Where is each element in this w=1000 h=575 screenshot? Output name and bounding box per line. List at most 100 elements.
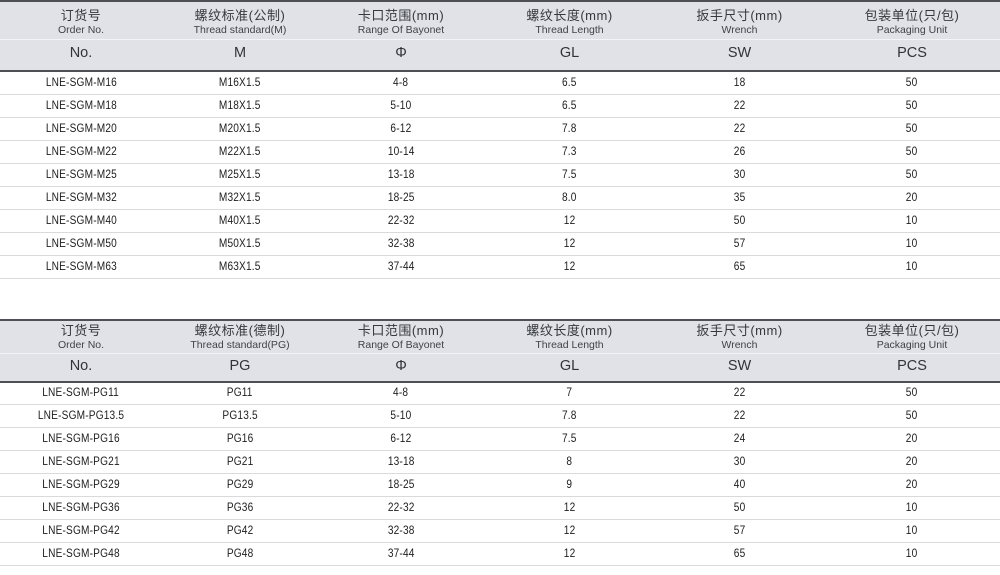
spec-cell-value: 4-8 xyxy=(393,387,409,400)
column-title-en: Thread standard(M) xyxy=(193,23,287,36)
column-symbol-3: GL xyxy=(484,353,655,383)
spec-cell: 30 xyxy=(655,450,824,474)
spec-cell-value: 12 xyxy=(563,214,576,227)
spec-cell-value: 20 xyxy=(906,191,918,204)
column-title-cn: 螺纹标准(德制) xyxy=(194,323,286,339)
spec-cell-value: M18X1.5 xyxy=(219,99,261,112)
spec-cell-value: 24 xyxy=(733,433,746,445)
spec-cell-value: 22-32 xyxy=(387,214,415,227)
spec-cell: LNE-SGM-M32 xyxy=(0,186,162,210)
spec-cell-value: 20 xyxy=(906,456,918,468)
column-symbol-2: Φ xyxy=(318,38,484,72)
spec-cell-value: 50 xyxy=(906,410,918,422)
spec-cell: PG36 xyxy=(162,496,318,520)
column-symbol-0: No. xyxy=(0,38,162,72)
table-row: LNE-SGM-M22 M22X1.5 10-14 7.3 26 50 xyxy=(0,140,1000,164)
spec-cell: 50 xyxy=(655,496,824,520)
spec-cell: 12 xyxy=(484,519,655,543)
spec-cell: 6.5 xyxy=(484,94,655,118)
spec-cell: 7 xyxy=(484,381,655,405)
spec-cell: PG21 xyxy=(162,450,318,474)
column-header-2: 卡口范围(mm) Range Of Bayonet xyxy=(318,318,484,354)
spec-cell-value: LNE-SGM-PG13.5 xyxy=(37,410,125,422)
spec-cell-value: 6.5 xyxy=(562,76,577,89)
column-header-0: 订货号 Order No. xyxy=(0,0,162,39)
spec-cell: LNE-SGM-M50 xyxy=(0,232,162,256)
column-symbol-1: M xyxy=(162,38,318,72)
spec-cell: 50 xyxy=(824,71,1000,95)
spec-cell: 18-25 xyxy=(318,186,484,210)
column-title-en: Thread Length xyxy=(535,339,604,352)
spec-cell: 10 xyxy=(824,255,1000,279)
spec-cell: 22 xyxy=(655,381,824,405)
column-header-2: 卡口范围(mm) Range Of Bayonet xyxy=(318,0,484,39)
spec-cell: 50 xyxy=(824,404,1000,428)
spec-cell-value: PG48 xyxy=(226,548,254,560)
spec-cell-value: 26 xyxy=(733,145,746,158)
spec-cell-value: 35 xyxy=(733,191,746,204)
spec-cell-value: LNE-SGM-PG29 xyxy=(42,479,120,491)
column-header-1: 螺纹标准(德制) Thread standard(PG) xyxy=(162,318,318,354)
spec-cell: 35 xyxy=(655,186,824,210)
spec-cell-value: 65 xyxy=(733,260,746,273)
spec-cell-value: 10 xyxy=(906,525,918,537)
table-row: LNE-SGM-PG48 PG48 37-44 12 65 10 xyxy=(0,542,1000,566)
spec-cell: 4-8 xyxy=(318,381,484,405)
spec-cell-value: 4-8 xyxy=(393,76,409,89)
spec-cell: 12 xyxy=(484,542,655,566)
spec-cell: 6-12 xyxy=(318,427,484,451)
spec-cell-value: M16X1.5 xyxy=(219,76,261,89)
spec-cell: M18X1.5 xyxy=(162,94,318,118)
spec-cell-value: 6-12 xyxy=(390,433,412,445)
spec-cell-value: 13-18 xyxy=(387,456,415,468)
column-title-en: Thread standard(PG) xyxy=(190,339,290,352)
spec-cell-value: 20 xyxy=(906,433,918,445)
spec-cell: LNE-SGM-PG29 xyxy=(0,473,162,497)
column-symbol-2: Φ xyxy=(318,353,484,383)
spec-cell: 10 xyxy=(824,519,1000,543)
spec-cell-value: 7.3 xyxy=(562,145,577,158)
spec-cell: 50 xyxy=(824,381,1000,405)
column-title-en: Wrench xyxy=(721,23,758,36)
column-title-cn: 螺纹长度(mm) xyxy=(526,7,613,23)
spec-cell-value: LNE-SGM-PG11 xyxy=(42,387,120,400)
table-row: LNE-SGM-PG11 PG11 4-8 7 22 50 xyxy=(0,381,1000,405)
column-symbol-5: PCS xyxy=(824,353,1000,383)
column-title-cn: 扳手尺寸(mm) xyxy=(696,7,783,23)
spec-cell-value: PG21 xyxy=(226,456,254,468)
column-header-3: 螺纹长度(mm) Thread Length xyxy=(484,318,655,354)
spec-cell-value: 50 xyxy=(906,387,918,400)
spec-cell: 8.0 xyxy=(484,186,655,210)
spec-cell-value: 10 xyxy=(906,502,918,514)
spec-cell: 26 xyxy=(655,140,824,164)
spec-cell: 7.8 xyxy=(484,404,655,428)
spec-cell-value: 50 xyxy=(906,145,918,158)
spec-cell: LNE-SGM-M20 xyxy=(0,117,162,141)
spec-cell: LNE-SGM-M63 xyxy=(0,255,162,279)
column-title-cn: 螺纹长度(mm) xyxy=(526,323,613,339)
spec-cell-value: 22 xyxy=(733,387,746,400)
column-title-cn: 订货号 xyxy=(60,323,102,339)
spec-cell: 6-12 xyxy=(318,117,484,141)
column-header-4: 扳手尺寸(mm) Wrench xyxy=(655,318,824,354)
spec-cell-value: LNE-SGM-M20 xyxy=(45,122,117,135)
spec-cell: LNE-SGM-PG13.5 xyxy=(0,404,162,428)
spec-cell: 50 xyxy=(824,140,1000,164)
column-title-en: Packaging Unit xyxy=(876,339,948,352)
spec-cell-value: LNE-SGM-PG16 xyxy=(42,433,120,445)
spec-cell: M50X1.5 xyxy=(162,232,318,256)
spec-cell: LNE-SGM-M18 xyxy=(0,94,162,118)
spec-cell: LNE-SGM-PG48 xyxy=(0,542,162,566)
table-row: LNE-SGM-M40 M40X1.5 22-32 12 50 10 xyxy=(0,209,1000,233)
spec-cell-value: 10 xyxy=(906,548,918,560)
spec-cell: 12 xyxy=(484,496,655,520)
spec-cell-value: 7.5 xyxy=(562,168,577,181)
spec-cell-value: PG13.5 xyxy=(222,410,258,422)
spec-cell: PG29 xyxy=(162,473,318,497)
column-title-cn: 螺纹标准(公制) xyxy=(194,7,286,23)
spec-cell-value: 32-38 xyxy=(387,525,415,537)
spec-cell-value: LNE-SGM-PG48 xyxy=(42,548,120,560)
spec-cell: 50 xyxy=(655,209,824,233)
spec-cell: 12 xyxy=(484,209,655,233)
spec-cell-value: M25X1.5 xyxy=(219,168,261,181)
